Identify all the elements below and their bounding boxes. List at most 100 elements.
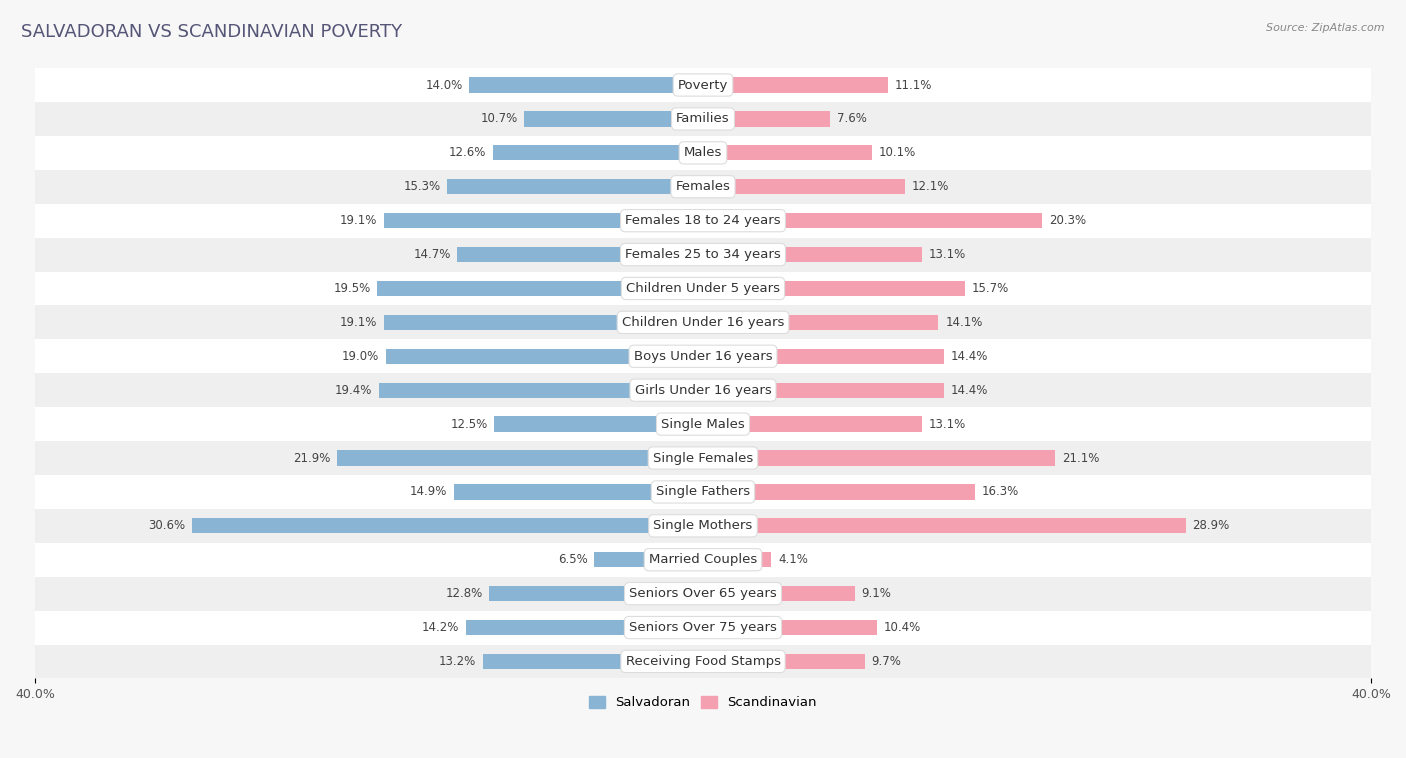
Text: 9.1%: 9.1% — [862, 587, 891, 600]
Bar — [524, 111, 703, 127]
Text: 19.1%: 19.1% — [340, 215, 377, 227]
Text: Families: Families — [676, 112, 730, 125]
Bar — [703, 146, 872, 161]
Bar — [35, 68, 1371, 102]
Text: 19.1%: 19.1% — [340, 316, 377, 329]
Bar — [35, 543, 1371, 577]
Text: 14.1%: 14.1% — [945, 316, 983, 329]
Bar — [35, 340, 1371, 373]
Text: 21.9%: 21.9% — [294, 452, 330, 465]
Bar — [457, 247, 703, 262]
Bar — [35, 475, 1371, 509]
Text: Males: Males — [683, 146, 723, 159]
Bar — [492, 146, 703, 161]
Bar — [703, 450, 1056, 465]
Text: Children Under 16 years: Children Under 16 years — [621, 316, 785, 329]
Bar — [35, 611, 1371, 644]
Text: 14.9%: 14.9% — [411, 485, 447, 499]
Bar — [35, 271, 1371, 305]
Text: Single Fathers: Single Fathers — [657, 485, 749, 499]
Bar — [454, 484, 703, 500]
Text: 10.4%: 10.4% — [883, 621, 921, 634]
Text: 13.1%: 13.1% — [928, 248, 966, 261]
Bar — [703, 179, 905, 194]
Text: Females 25 to 34 years: Females 25 to 34 years — [626, 248, 780, 261]
Legend: Salvadoran, Scandinavian: Salvadoran, Scandinavian — [583, 691, 823, 715]
Bar — [703, 518, 1185, 534]
Text: 14.0%: 14.0% — [425, 79, 463, 92]
Bar — [35, 441, 1371, 475]
Bar — [385, 349, 703, 364]
Bar — [703, 552, 772, 568]
Text: Children Under 5 years: Children Under 5 years — [626, 282, 780, 295]
Bar — [35, 237, 1371, 271]
Bar — [35, 204, 1371, 237]
Text: 12.8%: 12.8% — [446, 587, 482, 600]
Text: 30.6%: 30.6% — [148, 519, 186, 532]
Bar — [703, 484, 976, 500]
Text: Source: ZipAtlas.com: Source: ZipAtlas.com — [1267, 23, 1385, 33]
Text: Receiving Food Stamps: Receiving Food Stamps — [626, 655, 780, 668]
Bar — [703, 111, 830, 127]
Text: 9.7%: 9.7% — [872, 655, 901, 668]
Text: 28.9%: 28.9% — [1192, 519, 1230, 532]
Bar — [703, 77, 889, 92]
Text: 10.7%: 10.7% — [481, 112, 517, 125]
Bar — [495, 416, 703, 432]
Text: 21.1%: 21.1% — [1062, 452, 1099, 465]
Text: 13.1%: 13.1% — [928, 418, 966, 431]
Bar — [35, 509, 1371, 543]
Bar — [703, 383, 943, 398]
Bar — [703, 247, 922, 262]
Bar — [470, 77, 703, 92]
Text: Girls Under 16 years: Girls Under 16 years — [634, 384, 772, 396]
Text: Seniors Over 75 years: Seniors Over 75 years — [628, 621, 778, 634]
Text: Married Couples: Married Couples — [650, 553, 756, 566]
Bar — [703, 654, 865, 669]
Bar — [35, 305, 1371, 340]
Bar — [35, 170, 1371, 204]
Text: 16.3%: 16.3% — [981, 485, 1019, 499]
Text: 6.5%: 6.5% — [558, 553, 588, 566]
Text: 7.6%: 7.6% — [837, 112, 866, 125]
Bar — [380, 383, 703, 398]
Bar — [703, 349, 943, 364]
Text: 10.1%: 10.1% — [879, 146, 915, 159]
Text: 14.4%: 14.4% — [950, 384, 987, 396]
Bar — [337, 450, 703, 465]
Bar — [703, 586, 855, 601]
Bar — [35, 373, 1371, 407]
Text: 14.2%: 14.2% — [422, 621, 460, 634]
Text: 14.7%: 14.7% — [413, 248, 451, 261]
Bar — [465, 620, 703, 635]
Bar — [489, 586, 703, 601]
Bar — [193, 518, 703, 534]
Bar — [35, 136, 1371, 170]
Bar — [703, 416, 922, 432]
Bar — [384, 315, 703, 330]
Text: 19.4%: 19.4% — [335, 384, 373, 396]
Text: Females 18 to 24 years: Females 18 to 24 years — [626, 215, 780, 227]
Text: Females: Females — [675, 180, 731, 193]
Text: 15.7%: 15.7% — [972, 282, 1010, 295]
Text: 13.2%: 13.2% — [439, 655, 475, 668]
Text: 12.1%: 12.1% — [911, 180, 949, 193]
Bar — [35, 644, 1371, 678]
Bar — [703, 213, 1042, 228]
Bar — [595, 552, 703, 568]
Text: SALVADORAN VS SCANDINAVIAN POVERTY: SALVADORAN VS SCANDINAVIAN POVERTY — [21, 23, 402, 41]
Bar — [377, 280, 703, 296]
Text: Single Mothers: Single Mothers — [654, 519, 752, 532]
Text: Single Females: Single Females — [652, 452, 754, 465]
Bar — [35, 102, 1371, 136]
Bar — [703, 280, 965, 296]
Bar — [703, 315, 938, 330]
Text: 12.5%: 12.5% — [450, 418, 488, 431]
Text: Single Males: Single Males — [661, 418, 745, 431]
Text: 14.4%: 14.4% — [950, 349, 987, 363]
Text: 11.1%: 11.1% — [896, 79, 932, 92]
Text: 20.3%: 20.3% — [1049, 215, 1085, 227]
Text: Seniors Over 65 years: Seniors Over 65 years — [628, 587, 778, 600]
Bar — [35, 577, 1371, 611]
Text: 4.1%: 4.1% — [778, 553, 808, 566]
